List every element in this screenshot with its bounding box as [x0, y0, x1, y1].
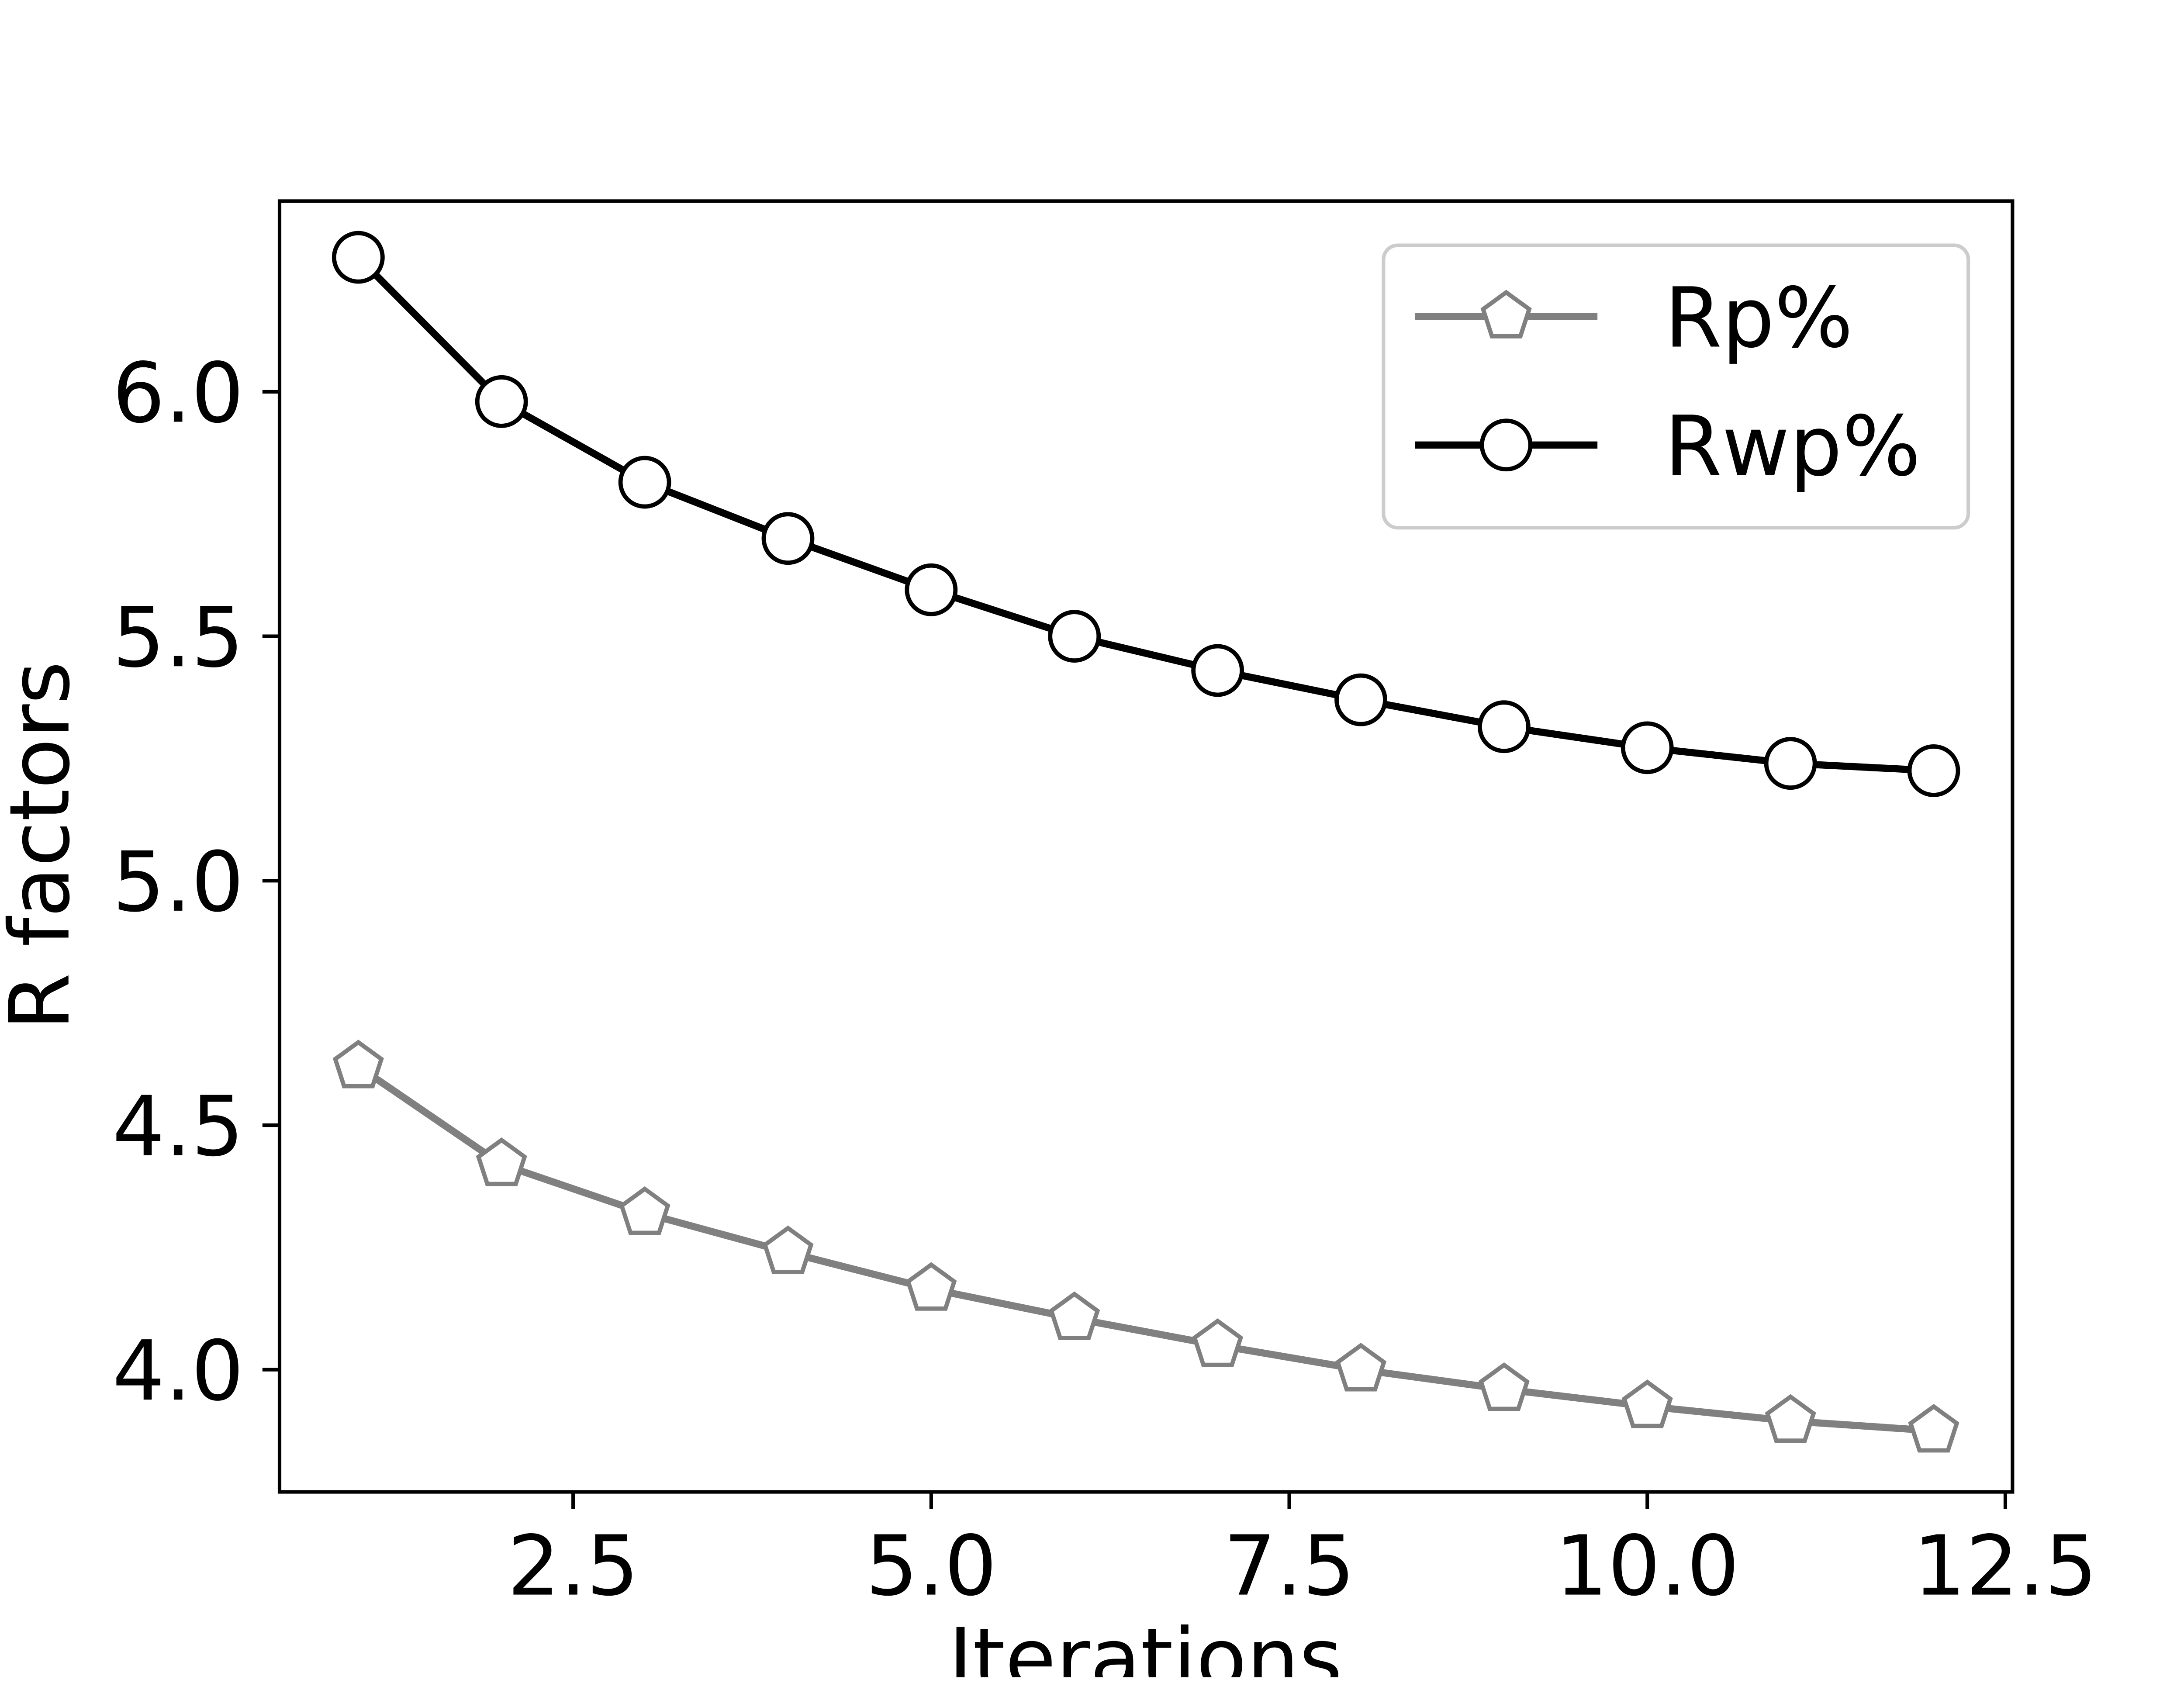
data-point-rp [476, 1137, 527, 1186]
data-point-rwp [761, 512, 815, 565]
data-point-rp [1908, 1404, 1959, 1453]
legend-item-rp: Rp% [1415, 270, 1853, 366]
data-point-rp [1478, 1362, 1530, 1411]
legend-marker-rp [1480, 290, 1532, 339]
data-point-rwp [1334, 673, 1387, 726]
legend-label-rwp: Rwp% [1665, 398, 1921, 494]
y-axis-label: R factors [0, 661, 88, 1030]
data-point-rwp [475, 375, 528, 428]
x-tick-label: 5.0 [865, 1518, 997, 1614]
y-tick-label: 6.0 [112, 345, 244, 442]
x-tick-label: 7.5 [1223, 1518, 1355, 1614]
y-tick-label: 4.0 [112, 1323, 244, 1419]
y-tick-label: 4.5 [112, 1078, 244, 1175]
series-line-rp [356, 1063, 1934, 1434]
series-rp [332, 1040, 1959, 1453]
x-tick-label: 2.5 [508, 1518, 639, 1614]
data-point-rwp [332, 231, 385, 284]
legend-items: Rp% Rwp% [1415, 270, 1921, 494]
legend-marker-rwp [1479, 418, 1533, 472]
data-point-rwp [1477, 700, 1531, 753]
data-point-rwp [1048, 610, 1101, 663]
ticks-layer: 2.5 5.0 7.5 10.0 12.5 4.0 4.5 5.0 5.5 6.0 [112, 345, 2098, 1614]
legend: Rp% Rwp% [1382, 243, 1970, 530]
data-point-rp [762, 1225, 814, 1274]
data-point-rp [1192, 1318, 1244, 1367]
data-point-rp [1765, 1394, 1816, 1443]
data-point-rwp [1764, 737, 1817, 790]
series-rwp [332, 231, 1960, 797]
y-tick-label: 5.5 [112, 589, 244, 686]
x-tick-label: 12.5 [1913, 1518, 2098, 1614]
plot-frame [277, 199, 2015, 1494]
data-point-rp [619, 1186, 670, 1235]
series-layer [332, 231, 1960, 1453]
data-point-rp [1049, 1291, 1100, 1340]
data-point-rwp [1621, 721, 1674, 774]
data-point-rwp [618, 456, 671, 509]
legend-label-rp: Rp% [1665, 270, 1853, 366]
data-point-rp [905, 1262, 957, 1311]
legend-item-rwp: Rwp% [1415, 398, 1921, 494]
data-point-rp [1621, 1379, 1673, 1428]
data-point-rp [332, 1040, 384, 1089]
data-point-rwp [1191, 644, 1244, 697]
x-tick-label: 10.0 [1555, 1518, 1739, 1614]
data-point-rp [1335, 1343, 1387, 1392]
data-point-rwp [1907, 744, 1960, 797]
data-point-rwp [905, 563, 958, 616]
y-tick-label: 5.0 [112, 834, 244, 930]
x-axis-label: Iterations [948, 1610, 1342, 1677]
